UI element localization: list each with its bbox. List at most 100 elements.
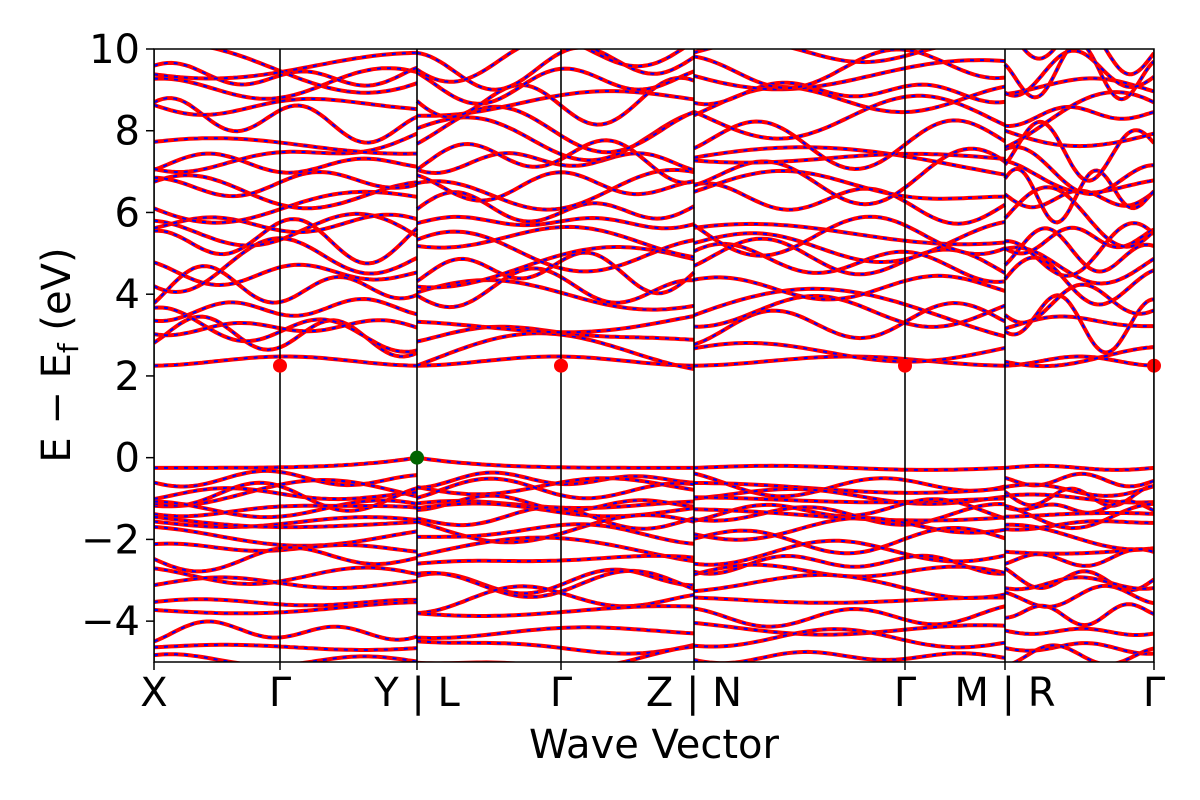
band-line	[1004, 226, 1154, 255]
band-line	[154, 137, 417, 155]
band-line	[154, 526, 418, 547]
band-line	[154, 456, 418, 469]
band-line	[416, 246, 695, 289]
band-line	[1004, 511, 1154, 519]
band-line	[1004, 354, 1154, 368]
band-line	[693, 539, 1006, 566]
band-line	[416, 139, 695, 184]
band-line	[1021, 49, 1154, 77]
band-line	[416, 605, 695, 617]
x-tick-label: Γ	[550, 670, 573, 716]
band-line	[693, 274, 1006, 301]
band-line	[416, 251, 695, 295]
band-line	[693, 502, 1006, 526]
band-line	[693, 516, 1006, 541]
band-line	[416, 267, 695, 309]
x-tick-label: Γ	[269, 670, 292, 716]
band-line	[693, 49, 939, 65]
band-line	[1004, 463, 1154, 472]
band-line	[1004, 519, 1154, 532]
band-line	[416, 279, 695, 311]
x-tick-label: X	[140, 670, 167, 716]
x-tick-label: Γ	[1143, 670, 1166, 716]
band-line	[693, 650, 1006, 662]
band-line	[693, 222, 1006, 246]
band-line	[693, 300, 1006, 347]
band-line	[693, 147, 1006, 206]
band-line	[154, 132, 418, 173]
band-line	[154, 96, 418, 145]
y-axis-label-main: E − E	[34, 353, 80, 463]
band-line	[416, 215, 695, 230]
band-line	[154, 217, 419, 266]
band-line	[416, 568, 695, 595]
band-line	[154, 469, 418, 488]
band-line	[154, 516, 418, 528]
band-line	[1003, 282, 1154, 325]
band-line	[154, 218, 418, 265]
y-axis-label-unit: (eV)	[34, 247, 80, 343]
band-line	[154, 319, 418, 337]
x-tick-label: Γ	[894, 670, 917, 716]
band-line	[693, 498, 1006, 522]
band-line	[154, 314, 418, 359]
band-line	[693, 242, 1006, 283]
y-axis-label-sub: f	[52, 342, 85, 353]
cbm-marker	[554, 358, 568, 373]
band-line	[1004, 345, 1154, 369]
y-tick-label: 4	[115, 272, 140, 318]
band-line	[154, 499, 418, 519]
band-line	[693, 215, 1006, 257]
band-line	[1004, 128, 1154, 149]
band-line	[416, 553, 695, 566]
band-line	[693, 59, 1006, 91]
band-line	[1004, 485, 1154, 507]
band-line	[1004, 567, 1154, 592]
band-line	[154, 545, 418, 574]
band-line	[1004, 49, 1154, 97]
band-line	[416, 554, 695, 565]
y-axis-ticks: 10 8 6 4 2 0 −2 −4	[81, 27, 154, 645]
vbm-marker	[410, 450, 424, 465]
band-line	[154, 643, 418, 651]
x-tick-label: Y | L	[373, 670, 460, 716]
band-lines	[154, 49, 1154, 662]
band-line	[1004, 502, 1154, 530]
band-line	[154, 315, 418, 358]
band-line	[416, 67, 695, 105]
band-line	[416, 499, 695, 509]
band-line	[1004, 167, 1154, 224]
band-line	[154, 653, 418, 662]
band-line	[416, 315, 695, 334]
band-line	[1013, 644, 1154, 662]
band-line	[416, 225, 695, 259]
x-tick-label: M | R	[954, 670, 1055, 716]
band-line	[693, 628, 1006, 649]
band-line	[1004, 145, 1154, 196]
band-line	[1004, 186, 1154, 248]
band-line	[1004, 626, 1154, 637]
band-line	[154, 355, 418, 367]
band-line	[154, 296, 418, 323]
band-line	[693, 355, 1006, 367]
extrema-markers	[273, 358, 1161, 465]
band-line	[416, 229, 695, 274]
band-line	[416, 191, 695, 223]
band-line	[417, 523, 695, 545]
band-line	[416, 171, 695, 202]
band-line	[416, 477, 695, 496]
y-tick-label: 6	[115, 190, 140, 236]
band-line	[693, 49, 1006, 91]
band-line	[416, 168, 695, 211]
y-tick-label: 2	[115, 354, 140, 400]
band-line	[154, 67, 418, 100]
band-line	[1004, 602, 1154, 628]
band-line	[416, 456, 694, 469]
band-line	[1004, 104, 1154, 128]
band-line	[416, 170, 695, 203]
band-line	[693, 496, 1006, 504]
band-line	[416, 355, 695, 367]
band-line	[416, 626, 695, 639]
band-line	[154, 598, 417, 607]
y-tick-label: 0	[115, 436, 140, 482]
